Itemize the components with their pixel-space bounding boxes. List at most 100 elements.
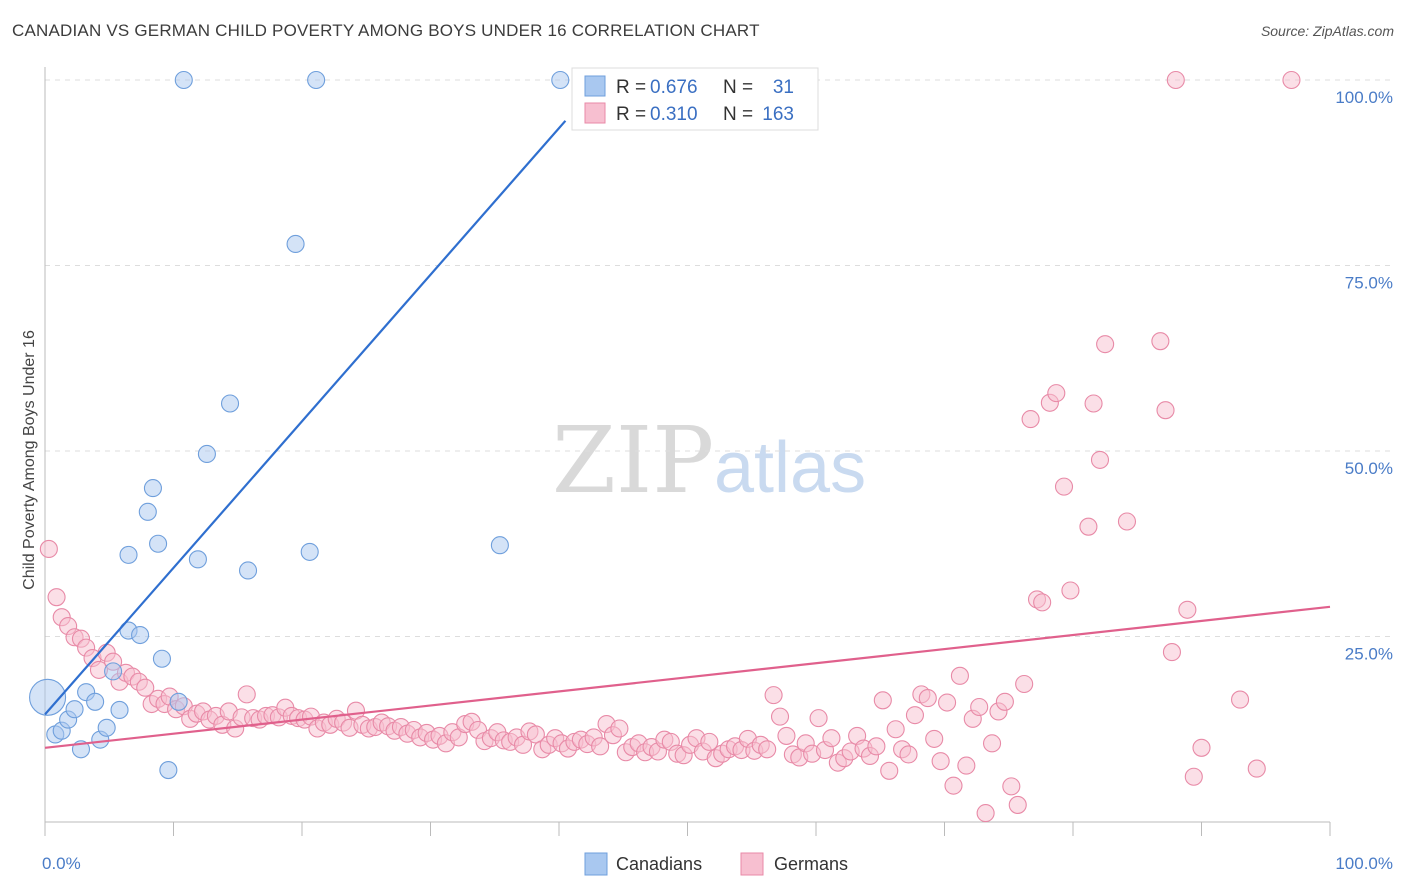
legend-swatch-canadians bbox=[584, 75, 606, 97]
germans-point bbox=[39, 539, 58, 558]
germans-trend-line bbox=[44, 605, 1331, 749]
legend-n-label-germans: N = bbox=[723, 104, 753, 125]
canadians-point bbox=[197, 444, 216, 464]
germans-point bbox=[931, 752, 950, 771]
canadians-point bbox=[159, 761, 178, 780]
germans-point bbox=[758, 740, 777, 759]
germans-point bbox=[867, 737, 886, 756]
germans-point bbox=[1162, 643, 1181, 662]
germans-point bbox=[1247, 759, 1266, 778]
canadians-point bbox=[551, 70, 570, 90]
bottom-legend-germans: Germans bbox=[774, 854, 848, 874]
germans-point bbox=[764, 686, 783, 705]
canadians-trend-line bbox=[44, 120, 567, 716]
canadians-point bbox=[169, 692, 188, 711]
germans-point bbox=[136, 678, 155, 697]
bottom-legend: Canadians Germans bbox=[584, 852, 848, 876]
bottom-legend-canadians: Canadians bbox=[616, 854, 702, 874]
germans-point bbox=[873, 691, 892, 710]
germans-point bbox=[950, 666, 969, 685]
germans-point bbox=[1047, 384, 1066, 403]
y-tick-label: 25.0% bbox=[1345, 645, 1393, 664]
legend-n-label-canadians: N = bbox=[723, 77, 753, 98]
canadians-point bbox=[131, 625, 150, 645]
canadians-point bbox=[29, 678, 67, 716]
grid-lines bbox=[45, 79, 1395, 637]
germans-point bbox=[925, 729, 944, 748]
germans-point bbox=[944, 776, 963, 795]
germans-point bbox=[1166, 70, 1185, 90]
germans-points bbox=[39, 70, 1301, 823]
legend-r-value-germans: 0.310 bbox=[650, 104, 698, 125]
germans-point bbox=[957, 756, 976, 775]
germans-point bbox=[899, 745, 918, 764]
legend-r-label-canadians: R = bbox=[616, 77, 646, 98]
germans-point bbox=[591, 737, 610, 756]
germans-point bbox=[1054, 477, 1074, 496]
germans-point bbox=[918, 689, 937, 708]
germans-point bbox=[237, 685, 256, 704]
y-tick-label: 75.0% bbox=[1345, 274, 1393, 293]
germans-point bbox=[1282, 70, 1301, 90]
germans-point bbox=[1096, 335, 1115, 354]
germans-point bbox=[880, 761, 899, 780]
germans-point bbox=[976, 804, 995, 823]
germans-point bbox=[822, 729, 841, 748]
tick-labels: 100.0% 75.0% 50.0% 25.0% 0.0% 100.0% bbox=[42, 88, 1393, 873]
bottom-legend-swatch-germans bbox=[740, 852, 764, 876]
legend-swatch-germans bbox=[584, 102, 606, 124]
germans-point bbox=[777, 726, 796, 745]
watermark-atlas: atlas bbox=[714, 428, 866, 508]
germans-point bbox=[1151, 332, 1170, 351]
germans-point bbox=[1156, 401, 1175, 420]
germans-point bbox=[886, 720, 905, 739]
legend-n-value-canadians: 31 bbox=[773, 77, 794, 98]
y-axis-label: Child Poverty Among Boys Under 16 bbox=[21, 330, 38, 590]
watermark-zip: ZIP bbox=[552, 407, 714, 514]
germans-point bbox=[700, 732, 719, 751]
canadians-point bbox=[65, 700, 84, 719]
bottom-legend-swatch-canadians bbox=[584, 852, 608, 876]
germans-point bbox=[938, 693, 957, 712]
canadians-point bbox=[110, 700, 129, 720]
canadians-point bbox=[149, 534, 168, 553]
germans-point bbox=[1002, 777, 1021, 796]
germans-point bbox=[970, 697, 989, 717]
germans-point bbox=[770, 707, 790, 726]
legend-box bbox=[571, 67, 819, 131]
canadians-point bbox=[174, 70, 193, 90]
canadians-point bbox=[97, 718, 116, 737]
canadians-points bbox=[29, 70, 570, 780]
germans-point bbox=[995, 692, 1014, 711]
germans-point bbox=[1117, 512, 1137, 531]
canadians-point bbox=[188, 550, 207, 569]
canadians-point bbox=[307, 70, 326, 90]
germans-point bbox=[47, 588, 66, 607]
chart-title: CANADIAN VS GERMAN CHILD POVERTY AMONG B… bbox=[12, 21, 760, 40]
canadians-point bbox=[152, 649, 171, 668]
canadians-point bbox=[104, 662, 123, 681]
canadians-point bbox=[143, 479, 162, 498]
germans-point bbox=[1184, 767, 1203, 786]
germans-point bbox=[982, 734, 1002, 753]
germans-point bbox=[1090, 450, 1110, 469]
canadians-point bbox=[138, 502, 157, 521]
germans-point bbox=[809, 709, 828, 728]
canadians-point bbox=[220, 394, 240, 413]
germans-point bbox=[905, 706, 924, 725]
canadians-point bbox=[286, 234, 305, 254]
germans-point bbox=[1084, 394, 1103, 413]
legend-n-value-germans: 163 bbox=[762, 104, 794, 125]
legend-r-value-canadians: 0.676 bbox=[650, 77, 698, 98]
x-tick-label: 0.0% bbox=[42, 854, 81, 873]
germans-point bbox=[1178, 600, 1197, 619]
germans-point bbox=[1192, 738, 1211, 757]
canadians-point bbox=[490, 536, 509, 555]
y-tick-label: 100.0% bbox=[1335, 88, 1393, 107]
germans-point bbox=[1015, 674, 1034, 694]
germans-point bbox=[1061, 581, 1080, 600]
y-tick-label: 50.0% bbox=[1345, 459, 1393, 478]
germans-point bbox=[1079, 517, 1098, 536]
chart-source: Source: ZipAtlas.com bbox=[1260, 23, 1394, 39]
